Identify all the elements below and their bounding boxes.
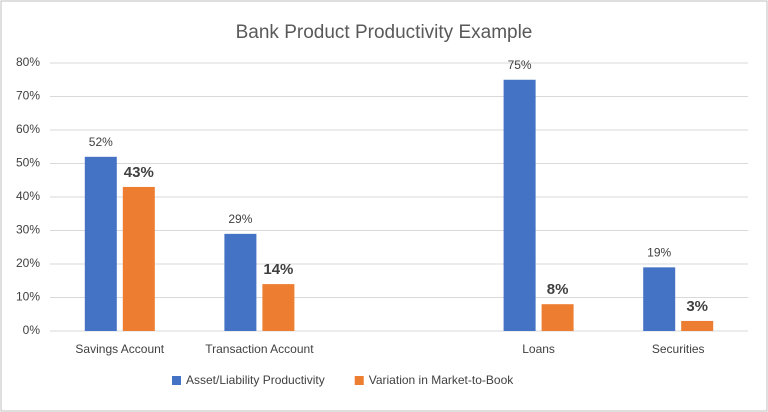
x-tick-label: Transaction Account <box>205 342 314 356</box>
y-tick-label: 60% <box>16 122 40 136</box>
y-tick-label: 70% <box>16 89 40 103</box>
data-label: 8% <box>547 281 569 298</box>
bar <box>681 320 714 331</box>
y-tick-label: 30% <box>16 223 40 237</box>
x-tick-label: Loans <box>522 342 555 356</box>
data-label: 29% <box>228 212 252 226</box>
legend-label: Variation in Market-to-Book <box>369 373 515 387</box>
bar <box>224 233 257 331</box>
y-tick-label: 0% <box>23 323 41 337</box>
legend-swatch <box>172 376 181 385</box>
bar <box>503 79 536 331</box>
data-label: 3% <box>686 298 708 315</box>
data-label: 14% <box>263 261 293 278</box>
data-label: 43% <box>124 164 154 181</box>
y-tick-label: 10% <box>16 290 40 304</box>
y-tick-label: 40% <box>16 189 40 203</box>
data-label: 52% <box>89 135 113 149</box>
data-label: 19% <box>647 246 671 260</box>
x-tick-label: Savings Account <box>75 342 164 356</box>
bar <box>84 156 117 331</box>
data-label: 75% <box>508 58 532 72</box>
bar <box>262 284 295 331</box>
legend-label: Asset/Liability Productivity <box>186 373 325 387</box>
y-tick-label: 80% <box>16 55 40 69</box>
bar <box>122 186 155 331</box>
bar <box>541 304 574 331</box>
bar <box>643 267 676 331</box>
y-tick-label: 50% <box>16 156 40 170</box>
y-tick-label: 20% <box>16 256 40 270</box>
legend-swatch <box>354 376 364 385</box>
chart-title: Bank Product Productivity Example <box>236 22 533 43</box>
x-tick-label: Securities <box>652 342 705 356</box>
